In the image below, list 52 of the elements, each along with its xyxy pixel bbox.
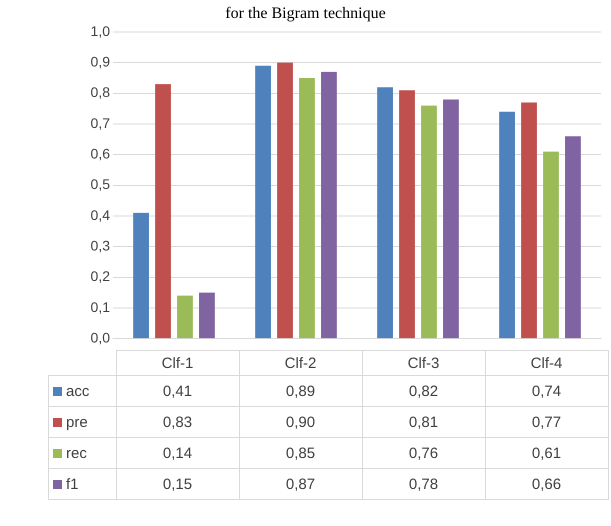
y-tick-label: 0,9	[90, 54, 110, 70]
data-label: 0,90	[239, 406, 362, 438]
bar	[565, 136, 581, 338]
bar	[399, 90, 415, 338]
data-label: 0,41	[116, 376, 239, 406]
x-tick-label: Clf-4	[485, 350, 608, 376]
bar	[255, 66, 271, 338]
y-tick-label: 0,5	[90, 176, 110, 192]
data-label: 0,77	[485, 406, 608, 438]
data-label: 0,78	[362, 468, 485, 500]
data-label: 0,85	[239, 438, 362, 468]
y-tick-label: 0,2	[90, 268, 110, 284]
legend-label: pre	[48, 406, 116, 438]
bar	[321, 72, 337, 338]
bar	[521, 102, 537, 338]
data-label: 0,81	[362, 406, 485, 438]
data-label: 0,66	[485, 468, 608, 500]
legend-label: f1	[48, 468, 116, 500]
data-label: 0,15	[116, 468, 239, 500]
bar	[421, 106, 437, 338]
x-tick-label: Clf-1	[116, 350, 239, 376]
y-tick-label: 0,8	[90, 84, 110, 100]
chart-title: for the Bigram technique	[224, 5, 387, 22]
y-tick-label: 0,0	[90, 329, 110, 346]
legend-label: rec	[48, 438, 116, 468]
y-tick-label: 1,0	[90, 22, 110, 39]
legend-label: acc	[48, 376, 116, 406]
data-label: 0,76	[362, 438, 485, 468]
data-label: 0,87	[239, 468, 362, 500]
y-tick-label: 0,3	[90, 237, 110, 254]
bar	[199, 292, 215, 338]
bar	[443, 99, 459, 338]
data-label: 0,89	[239, 376, 362, 406]
y-tick-label: 0,7	[90, 114, 110, 131]
data-label: 0,83	[116, 406, 239, 438]
data-label: 0,14	[116, 438, 239, 468]
bar	[377, 87, 393, 338]
y-tick-label: 0,4	[90, 206, 110, 223]
data-label: 0,74	[485, 376, 608, 406]
bar	[543, 152, 559, 338]
bar	[277, 62, 293, 338]
y-tick-label: 0,6	[90, 146, 110, 162]
bar	[499, 112, 515, 338]
bar	[133, 212, 149, 338]
x-tick-label: Clf-3	[362, 350, 485, 376]
data-label: 0,61	[485, 438, 608, 468]
data-label: 0,82	[362, 376, 485, 406]
x-tick-label: Clf-2	[239, 350, 362, 376]
y-tick-label: 0,1	[90, 298, 110, 315]
bar	[299, 78, 315, 338]
bar	[177, 296, 193, 338]
bar	[155, 84, 171, 338]
